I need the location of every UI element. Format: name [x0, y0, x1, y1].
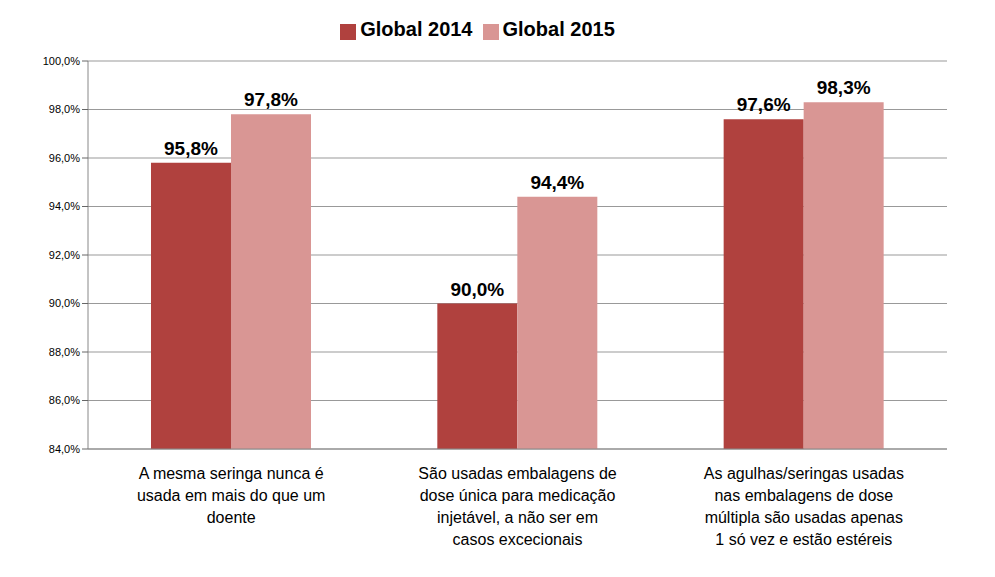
svg-text:84,0%: 84,0% [49, 443, 80, 455]
svg-text:96,0%: 96,0% [49, 152, 80, 164]
svg-text:As agulhas/seringas usadasnas: As agulhas/seringas usadasnas embalagens… [704, 465, 904, 548]
svg-text:97,8%: 97,8% [244, 89, 298, 110]
svg-text:98,3%: 98,3% [817, 77, 871, 98]
svg-text:São usadas embalagens dedose ú: São usadas embalagens dedose única para … [418, 465, 616, 548]
svg-text:100,0%: 100,0% [43, 55, 81, 67]
svg-text:90,0%: 90,0% [49, 297, 80, 309]
svg-text:98,0%: 98,0% [49, 103, 80, 115]
html-text:Global 2015: Global 2015 [502, 18, 615, 40]
svg-text:88,0%: 88,0% [49, 346, 80, 358]
svg-text:90,0%: 90,0% [450, 279, 504, 300]
svg-text:94,4%: 94,4% [530, 172, 584, 193]
svg-text:95,8%: 95,8% [164, 138, 218, 159]
svg-text:94,0%: 94,0% [49, 200, 80, 212]
svg-text:A mesma seringa nunca éusada e: A mesma seringa nunca éusada em mais do … [137, 465, 326, 526]
svg-text:97,6%: 97,6% [737, 94, 791, 115]
html-text:Global 2014: Global 2014 [360, 18, 473, 40]
svg-text:86,0%: 86,0% [49, 394, 80, 406]
svg-text:92,0%: 92,0% [49, 249, 80, 261]
